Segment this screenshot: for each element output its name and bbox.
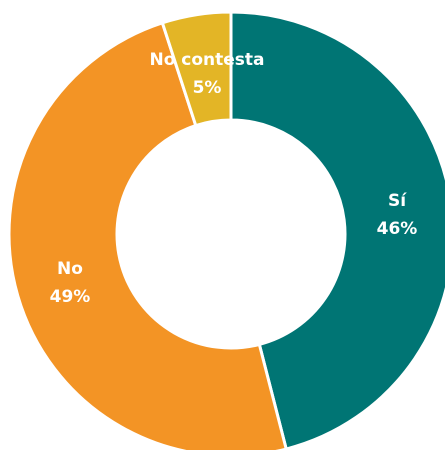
slice-label: No: [57, 259, 83, 279]
value-label: 5%: [193, 78, 222, 98]
slice-label: Sí: [388, 191, 407, 211]
value-label: 49%: [50, 287, 91, 307]
slice: [7, 20, 289, 450]
value-label: 46%: [377, 219, 418, 239]
slice-label: No contesta: [149, 50, 264, 70]
slice: [229, 10, 445, 450]
slice: [160, 10, 233, 128]
